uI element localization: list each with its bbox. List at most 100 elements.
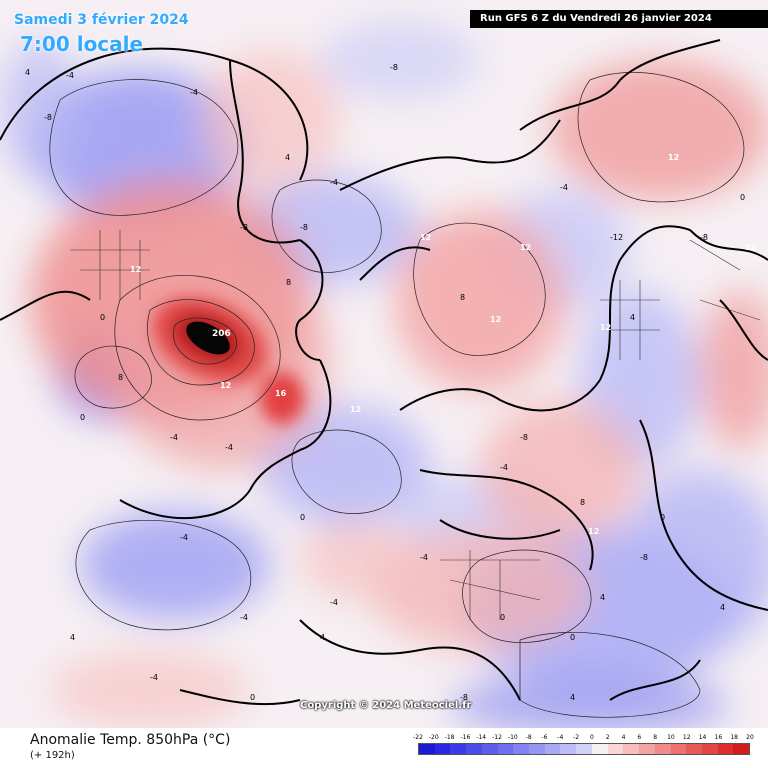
contour-label: 12 <box>520 243 531 252</box>
scale-swatch <box>686 744 702 754</box>
copyright-notice: Copyright © 2024 Meteociel.fr <box>300 700 472 711</box>
contour-label: -8 <box>640 553 648 562</box>
scale-swatch <box>576 744 592 754</box>
run-banner: Run GFS 6 Z du Vendredi 26 janvier 2024 <box>470 10 768 28</box>
color-scale-labels: -22 -20 -18 -16 -14 -12 -10 -8 -6 -4 -2 0 2 4 6 8 10 12 14… <box>413 734 754 744</box>
color-scale <box>418 743 750 755</box>
scale-swatch <box>701 744 718 754</box>
contour-label: 8 <box>286 278 291 287</box>
scale-swatch <box>497 744 514 754</box>
contour-label: 4 <box>70 633 75 642</box>
lead-time: (+ 192h) <box>30 750 75 761</box>
anomaly-shading <box>0 20 768 728</box>
contour-label: 4 <box>285 153 290 162</box>
contour-label: -8 <box>44 113 52 122</box>
contour-label: 8 <box>460 293 465 302</box>
scale-label: -20 <box>428 734 439 741</box>
contour-label: 12 <box>420 233 431 242</box>
contour-label: 12 <box>350 405 361 414</box>
scale-label: 8 <box>653 734 658 741</box>
scale-swatch <box>639 744 655 754</box>
contour-label: -4 <box>190 88 198 97</box>
scale-swatch <box>733 744 750 754</box>
contour-label: -4 <box>500 463 508 472</box>
scale-label: 12 <box>682 734 691 741</box>
scale-label: 16 <box>714 734 723 741</box>
parameter-title: Anomalie Temp. 850hPa (°C) <box>30 732 231 748</box>
scale-swatch <box>450 744 467 754</box>
contour-label: 12 <box>490 315 501 324</box>
contour-label: 0 <box>660 513 665 522</box>
contour-label: -4 <box>240 613 248 622</box>
coastlines <box>0 39 768 706</box>
contour-label: 0 <box>300 513 305 522</box>
anomaly-map: 206 16 12 12 12 12 12 12 12 12 12 12 8 8 8 8 -12 -8 -8 -8 -8… <box>0 0 768 728</box>
contour-label: 0 <box>250 693 255 702</box>
scale-swatch <box>717 744 734 754</box>
contour-label: 12 <box>600 323 611 332</box>
scale-swatch <box>560 744 577 754</box>
contour-label: 0 <box>570 633 575 642</box>
scale-label: 14 <box>698 734 707 741</box>
contour-label: 4 <box>630 313 635 322</box>
scale-swatch <box>481 744 498 754</box>
scale-label: -4 <box>557 734 564 741</box>
contour-label: 0 <box>740 193 745 202</box>
contour-label: -4 <box>420 553 428 562</box>
contour-label: 8 <box>580 498 585 507</box>
contour-label: -8 <box>460 693 468 702</box>
scale-swatch <box>591 744 608 754</box>
scale-label: -6 <box>541 734 548 741</box>
scale-label: 18 <box>730 734 739 741</box>
contour-label: -4 <box>170 433 178 442</box>
scale-label: -14 <box>476 734 487 741</box>
scale-label: 20 <box>746 734 754 741</box>
contour-label: 12 <box>130 265 141 274</box>
contour-label: -4 <box>330 178 338 187</box>
scale-swatch <box>419 744 435 754</box>
contour-label: 4 <box>600 593 605 602</box>
scale-swatch <box>434 744 451 754</box>
scale-label: -16 <box>460 734 471 741</box>
scale-label: -8 <box>525 734 532 741</box>
scale-label: -18 <box>444 734 455 741</box>
contour-label: -4 <box>560 183 568 192</box>
scale-label: -2 <box>573 734 580 741</box>
scale-label: 0 <box>589 734 594 741</box>
contour-label: 12 <box>668 153 679 162</box>
contour-label: -4 <box>330 598 338 607</box>
contour-label: 16 <box>275 389 287 398</box>
contour-label: 4 <box>570 693 575 702</box>
scale-label: -22 <box>413 734 423 741</box>
map-canvas: 206 16 12 12 12 12 12 12 12 12 12 12 8 8 8 8 -12 -8 -8 -8 -8… <box>0 20 768 728</box>
max-anomaly-core <box>186 321 230 355</box>
scale-label: 2 <box>605 734 610 741</box>
contour-label: -4 <box>180 533 188 542</box>
scale-label: 10 <box>667 734 675 741</box>
contour-label: 4 <box>25 68 30 77</box>
scale-label: 6 <box>637 734 642 741</box>
contour-label: 12 <box>220 381 231 390</box>
map-footer: Anomalie Temp. 850hPa (°C) (+ 192h) -22-… <box>0 728 768 768</box>
contour-label: -4 <box>150 673 158 682</box>
contour-label: -8 <box>390 63 398 72</box>
scale-swatch <box>607 744 624 754</box>
contour-label: 12 <box>588 527 599 536</box>
political-borders <box>70 230 761 620</box>
scale-label: -10 <box>507 734 518 741</box>
scale-swatch <box>544 744 561 754</box>
scale-swatch <box>529 744 545 754</box>
contour-label: -8 <box>700 233 708 242</box>
contour-label: 12 <box>745 243 756 252</box>
contour-label: 206 <box>212 329 231 339</box>
scale-swatch <box>623 744 640 754</box>
scale-swatch <box>513 744 530 754</box>
contour-label: -8 <box>520 433 528 442</box>
scale-swatch <box>654 744 671 754</box>
contour-label: -8 <box>300 223 308 232</box>
contour-label: 4 <box>720 603 725 612</box>
contour-label: 0 <box>80 413 85 422</box>
contour-lines <box>49 72 745 718</box>
contour-label: -12 <box>610 233 623 242</box>
contour-label: 4 <box>320 633 325 642</box>
